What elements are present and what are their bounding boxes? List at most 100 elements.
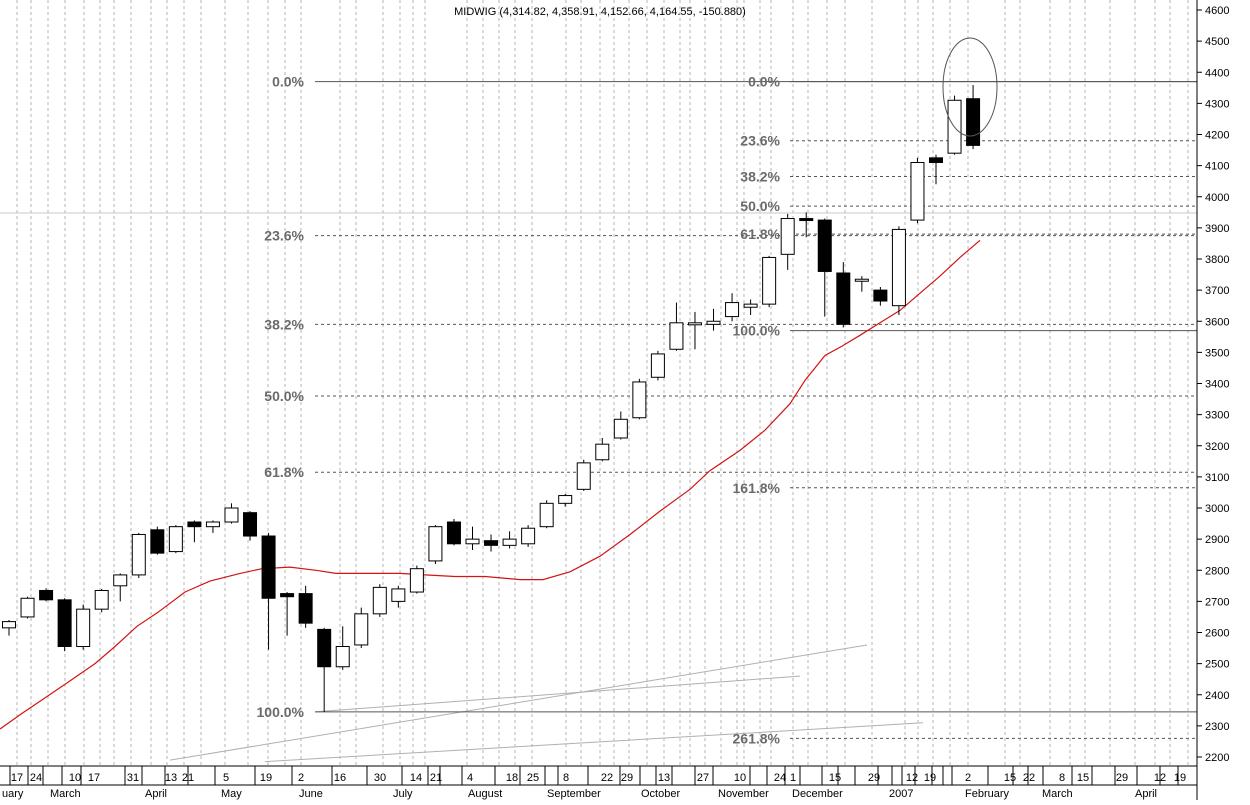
x-tick-label: 24 [774, 772, 786, 784]
fib-label-left: 38.2% [264, 316, 304, 332]
y-tick-label: 3600 [1205, 316, 1229, 328]
y-tick-label: 4000 [1205, 192, 1229, 204]
candle-body-up [854, 278, 869, 282]
candle-body-down [261, 535, 276, 599]
candle [354, 607, 369, 649]
candle-body-up [409, 568, 424, 593]
fibonacci-levels: 0.0% 23.6% 38.2% 50.0% 61.8% 100.0% 0.0% 23.6% 3… [257, 74, 1197, 746]
candle-body-up [725, 302, 740, 318]
candle-body-up [521, 527, 536, 545]
candle [243, 511, 258, 541]
candle [817, 218, 832, 317]
candle [372, 584, 387, 617]
candle [558, 493, 573, 507]
candle-body-up [743, 303, 758, 308]
fib-label-right: 261.8% [733, 730, 781, 746]
x-tick-label: 17 [11, 772, 23, 784]
x-tick-label: 19 [260, 772, 272, 784]
y-tick-label: 2200 [1205, 752, 1229, 764]
candle-body-up [706, 320, 721, 325]
candle [131, 532, 146, 579]
candle-body-down [817, 219, 832, 272]
x-tick-label: 29 [868, 772, 880, 784]
fib-label-right: 50.0% [740, 198, 780, 214]
x-tick-label: 22 [601, 772, 613, 784]
candle-body-up [113, 574, 128, 587]
trend-line [169, 644, 868, 761]
y-tick-label: 4600 [1205, 5, 1229, 17]
x-month-label: February [965, 788, 1010, 800]
y-tick-label: 3000 [1205, 503, 1229, 515]
moving-average [0, 239, 981, 730]
x-month-label: June [299, 788, 323, 800]
x-tick-label: 5 [223, 772, 229, 784]
candle [409, 565, 424, 594]
moving-average-line [0, 239, 981, 730]
annotations [942, 37, 998, 137]
candle [465, 526, 480, 551]
candle [854, 276, 869, 292]
fib-label-right: 38.2% [740, 169, 780, 185]
fib-label-right: 23.6% [740, 133, 780, 149]
candle-body-up [372, 586, 387, 615]
x-month-label: October [641, 788, 680, 800]
y-tick-label: 3100 [1205, 472, 1229, 484]
candle-body-up [2, 621, 16, 629]
candle-body-down [317, 628, 332, 668]
candle-body-down [243, 512, 258, 537]
fib-label-left: 0.0% [272, 74, 304, 90]
candle [317, 627, 332, 712]
candle-body-up [576, 462, 591, 490]
y-tick-label: 3300 [1205, 410, 1229, 422]
x-month-label: March [50, 788, 81, 800]
x-tick-label: 15 [829, 772, 841, 784]
candle [929, 154, 943, 185]
candle [891, 226, 906, 316]
y-tick-label: 2700 [1205, 596, 1229, 608]
fib-label-right: 100.0% [733, 323, 781, 339]
candle-body-up [76, 608, 91, 648]
candle-body-down [966, 98, 981, 146]
x-tick-label: 25 [527, 772, 539, 784]
y-tick-label: 4100 [1205, 161, 1229, 173]
fib-label-left: 50.0% [264, 388, 304, 404]
x-tick-label: 24 [30, 772, 42, 784]
y-tick-label: 4200 [1205, 130, 1229, 142]
y-tick-label: 2600 [1205, 628, 1229, 640]
y-tick-label: 2900 [1205, 534, 1229, 546]
candle [521, 525, 536, 547]
x-tick-label: 30 [374, 772, 386, 784]
candle [595, 437, 610, 462]
x-tick-label: 18 [506, 772, 518, 784]
candle-body-up [465, 538, 480, 545]
fib-label-left: 23.6% [264, 228, 304, 244]
candle-body-up [762, 256, 777, 305]
candle [910, 157, 925, 224]
candle-body-down [57, 599, 72, 648]
candle-body-up [168, 526, 183, 553]
trend-line [314, 675, 801, 713]
fib-label-right: 0.0% [748, 74, 780, 90]
y-tick-label: 4400 [1205, 67, 1229, 79]
x-tick-label: 31 [127, 772, 139, 784]
candle [780, 213, 795, 270]
candle-body-up [780, 218, 795, 255]
candle-body-up [224, 507, 239, 523]
candles [2, 85, 981, 712]
x-tick-label: 10 [69, 772, 81, 784]
candle [484, 534, 499, 552]
candle-body-up [595, 443, 610, 461]
candle-body-down [484, 540, 499, 546]
candle [947, 95, 962, 155]
x-tick-label: 16 [334, 772, 346, 784]
candle [391, 585, 406, 608]
x-month-label: August [468, 788, 502, 800]
candle [94, 588, 109, 613]
candle [446, 518, 461, 546]
x-tick-label: 2 [965, 772, 971, 784]
x-month-label: March [1042, 788, 1073, 800]
y-tick-label: 2300 [1205, 721, 1229, 733]
candle-body-down [39, 589, 54, 601]
x-month-label: April [1135, 788, 1157, 800]
